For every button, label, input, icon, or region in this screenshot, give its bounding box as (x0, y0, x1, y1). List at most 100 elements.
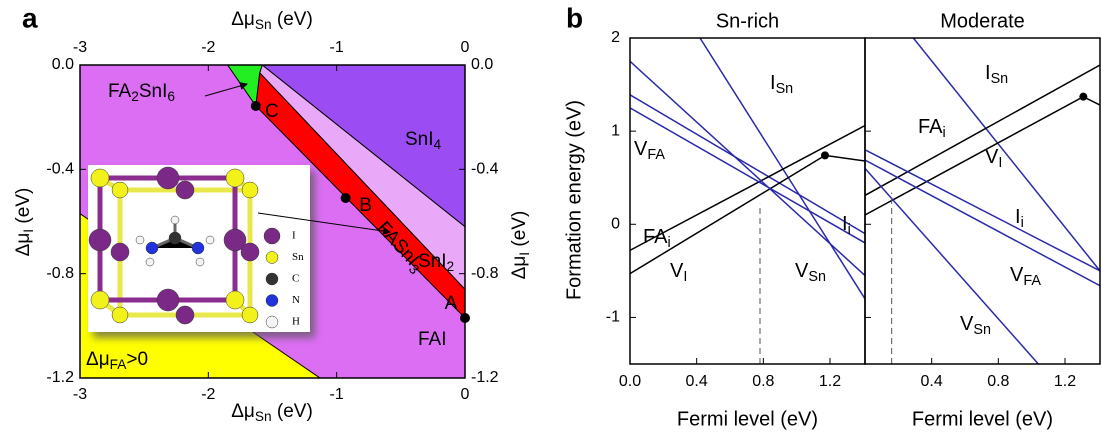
series-label-part: i (1021, 215, 1024, 231)
series-label-part: V (670, 260, 684, 282)
series-label: ISn (985, 62, 1008, 87)
series-label: Ii (842, 213, 851, 238)
x-tick-label: 0.4 (921, 373, 943, 390)
plot-frame (865, 38, 1100, 364)
y-tick-label: 0.0 (471, 56, 493, 73)
series-line (865, 65, 1100, 195)
legend-swatch (266, 252, 278, 264)
x-tick-label: 0.0 (619, 373, 641, 390)
x-axis-label: Fermi level (eV) (677, 408, 818, 430)
region-label: FAI (418, 329, 447, 350)
x-axis-label-part: Sn (255, 17, 272, 32)
series-label: ISn (770, 72, 793, 97)
y-tick-label: -1.2 (471, 369, 499, 386)
point (1079, 93, 1087, 101)
x-axis-label: ΔμSn (eV) (231, 401, 313, 424)
series-label: VSn (960, 313, 991, 338)
y-tick-label: 1 (611, 122, 620, 139)
x-tick-label: 0 (461, 39, 470, 56)
point-label: B (359, 195, 372, 216)
series-label-part: I (683, 269, 687, 285)
series-label-part: Sn (776, 81, 794, 97)
series-label-part: i (667, 235, 670, 251)
series-line (630, 155, 865, 273)
legend-swatch (266, 295, 278, 307)
series-line (700, 38, 865, 299)
panel (630, 38, 865, 364)
region-label-part: FA (108, 81, 132, 102)
region-label: FA2SnI6 (108, 81, 175, 104)
legend-label: I (292, 230, 296, 242)
x-tick-label: 0.4 (686, 373, 708, 390)
series-label: FAi (918, 116, 946, 141)
x-tick-label: -3 (73, 39, 87, 56)
x-tick-label: -1 (330, 386, 344, 403)
x-tick-label: -3 (73, 386, 87, 403)
x-axis-label: Fermi level (eV) (912, 408, 1053, 430)
series-label: Ii (1015, 206, 1024, 231)
x-axis-label-part: Δμ (231, 9, 255, 30)
x-tick-label: 1.2 (819, 373, 841, 390)
region-label-part: 2 (447, 259, 455, 274)
series-label-part: i (942, 125, 945, 141)
x-tick-label: 0 (461, 386, 470, 403)
point (821, 151, 829, 159)
legend-swatch (266, 316, 278, 328)
x-axis-label-part: Sn (255, 409, 272, 424)
series-label-part: V (795, 260, 809, 282)
legend-label: C (292, 273, 299, 285)
legend-label: N (292, 294, 300, 306)
x-tick-label: -2 (201, 386, 215, 403)
figure: ISnCNH FAIΔμFA>0SnI4SnI2FASnI3FA2SnI6CBA… (0, 0, 1101, 443)
series-label: FAi (643, 226, 671, 251)
series-line (865, 160, 1100, 286)
series-label-part: Sn (991, 71, 1009, 87)
region-label-part: SnI (405, 129, 434, 150)
panel-title: Sn-rich (716, 10, 779, 32)
legend-swatch (264, 228, 280, 244)
series-label: VSn (795, 260, 826, 285)
region-label-part: 4 (434, 137, 442, 152)
series-label-part: Sn (973, 322, 991, 338)
panel-letter: b (566, 2, 583, 33)
series-label-part: V (634, 138, 648, 160)
series-label-part: FA (647, 147, 665, 163)
point (341, 193, 351, 203)
x-tick-label: 0.8 (987, 373, 1009, 390)
series-label: VFA (1010, 264, 1041, 289)
y-axis-label: ΔμI (eV) (13, 188, 36, 257)
series-label-part: Sn (808, 269, 826, 285)
legend-label: H (292, 316, 300, 328)
x-axis-label-part: (eV) (272, 9, 313, 30)
y-axis-label-part: (eV) (509, 211, 530, 252)
y-axis-label: ΔμI (eV) (509, 211, 532, 280)
x-tick-label: -1 (330, 39, 344, 56)
panel (865, 38, 1100, 364)
x-tick-label: 0.8 (752, 373, 774, 390)
x-tick-label: 1.2 (1054, 373, 1076, 390)
series-label: VI (985, 146, 1002, 171)
y-tick-label: 0 (611, 216, 620, 233)
region-label-part: 2 (131, 89, 139, 104)
series-label-part: i (848, 222, 851, 238)
y-tick-label: -0.8 (471, 265, 499, 282)
series-line (630, 108, 865, 243)
y-tick-label: -1 (606, 309, 620, 326)
x-axis-label: ΔμSn (eV) (231, 9, 313, 32)
region-label-part: FAI (418, 329, 447, 350)
series-label: VI (670, 260, 687, 285)
point-label: A (445, 293, 458, 314)
point (251, 101, 261, 111)
series-line (865, 97, 1100, 215)
x-axis-label-part: Δμ (231, 401, 255, 422)
series-line (630, 95, 865, 234)
region-label-part: SnI (139, 81, 168, 102)
x-axis-label-part: (eV) (272, 401, 313, 422)
y-axis-label-part: (eV) (13, 188, 34, 229)
y-axis-label: Formation energy (eV) (563, 100, 585, 300)
y-tick-label: 2 (611, 29, 620, 46)
region-label-part: Δμ (86, 349, 110, 370)
region-label-part: >0 (126, 349, 148, 370)
series-label-part: FA (643, 226, 668, 248)
